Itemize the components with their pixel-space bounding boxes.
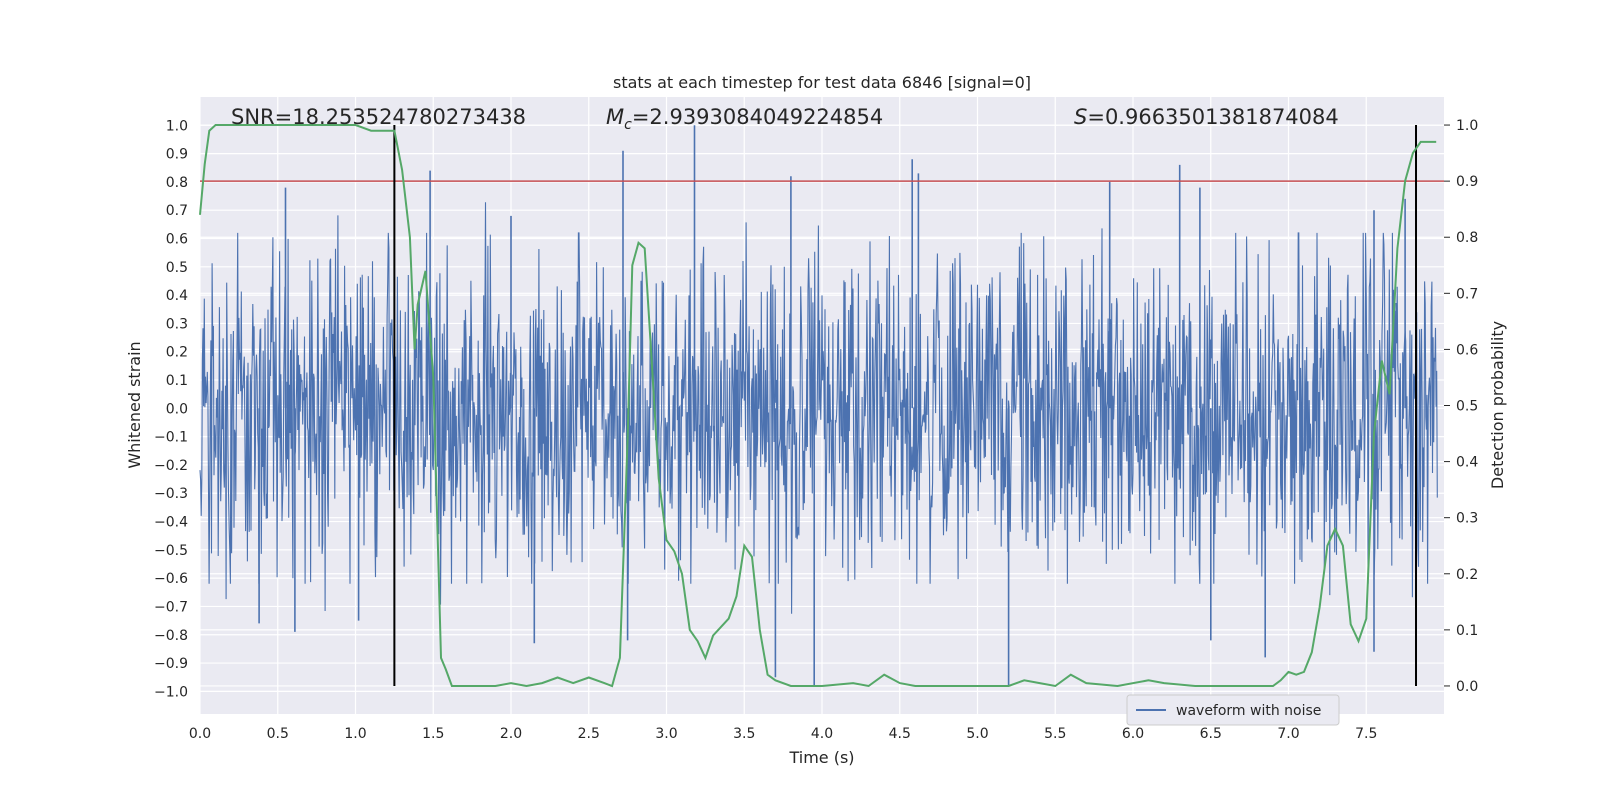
x-tick-label: 1.5 [422, 726, 444, 742]
x-tick-label: 3.5 [733, 726, 755, 742]
y-left-tick-label: −0.5 [154, 543, 188, 559]
detection-probability-line [199, 124, 1437, 688]
waveform-series [199, 125, 1438, 686]
waveform-spikes [258, 125, 1417, 686]
chart-title: stats at each timestep for test data 684… [613, 73, 1031, 92]
x-axis-label: Time (s) [788, 748, 854, 767]
y-left-tick-label: 0.2 [166, 345, 188, 361]
y-left-tick-label: 0.8 [166, 175, 188, 191]
y-left-tick-labels: 1.0 0.9 0.8 0.7 0.6 0.5 0.4 0.3 0.2 0.1 0.0 −0.1 −0.… [154, 118, 188, 700]
mc-symbol: M [606, 105, 624, 129]
x-tick-labels: 0.0 0.5 1.0 1.5 2.0 2.5 3.0 3.5 4.0 4.5 5.0 5.5 6.0 6… [189, 726, 1378, 742]
x-tick-label: 0.5 [267, 726, 289, 742]
waveform-path [199, 202, 1438, 614]
x-tick-label: 7.5 [1355, 726, 1377, 742]
y-left-tick-label: −1.0 [154, 684, 188, 700]
y-right-tick-label: 0.5 [1456, 399, 1478, 415]
y-left-tick-label: −0.2 [154, 458, 188, 474]
y-left-tick-label: −0.3 [154, 486, 188, 502]
y-right-tick-label: 0.0 [1456, 679, 1478, 695]
y-left-tick-label: −0.7 [154, 599, 188, 615]
y-right-axis-label: Detection probability [1488, 321, 1507, 489]
y-right-tick-label: 0.4 [1456, 455, 1478, 471]
y-left-tick-label: 1.0 [166, 118, 188, 134]
y-right-tick-label: 0.9 [1456, 174, 1478, 190]
y-right-tick-label: 0.1 [1456, 623, 1478, 639]
y-left-axis-label: Whitened strain [125, 341, 144, 468]
s-annotation: S=0.9663501381874084 [1074, 105, 1339, 129]
s-symbol: S [1074, 105, 1087, 129]
y-left-tick-label: 0.6 [166, 232, 188, 248]
mc-subscript: c [624, 117, 632, 133]
y-right-tick-labels: 1.0 0.9 0.8 0.7 0.6 0.5 0.4 0.3 0.2 0.1 0.0 [1444, 118, 1478, 695]
y-left-tick-label: 0.9 [166, 147, 188, 163]
y-right-tick-label: 0.7 [1456, 286, 1478, 302]
y-left-tick-label: 0.7 [166, 203, 188, 219]
x-tick-label: 4.5 [889, 726, 911, 742]
y-left-tick-label: −0.6 [154, 571, 188, 587]
x-tick-label: 0.0 [189, 726, 211, 742]
x-tick-label: 7.0 [1277, 726, 1299, 742]
mc-value: =2.9393084049224854 [632, 105, 883, 129]
x-tick-label: 1.0 [344, 726, 366, 742]
y-left-tick-label: −0.1 [154, 430, 188, 446]
legend-label: waveform with noise [1176, 703, 1321, 719]
legend-box [1126, 694, 1340, 726]
y-left-tick-label: 0.3 [166, 316, 188, 332]
vertical-markers [393, 125, 1418, 686]
x-tick-label: 2.5 [578, 726, 600, 742]
y-right-tick-label: 0.3 [1456, 511, 1478, 527]
snr-annotation: SNR=18.253524780273438 [231, 105, 526, 129]
x-tick-label: 5.0 [966, 726, 988, 742]
legend: waveform with noise [1126, 694, 1340, 726]
x-tick-label: 2.0 [500, 726, 522, 742]
y-left-tick-label: 0.4 [166, 288, 188, 304]
y-left-tick-label: −0.8 [154, 628, 188, 644]
y-left-tick-label: −0.9 [154, 656, 188, 672]
y-right-tick-label: 0.8 [1456, 230, 1478, 246]
x-tick-label: 6.0 [1122, 726, 1144, 742]
x-tick-label: 3.0 [655, 726, 677, 742]
y-left-tick-label: 0.1 [166, 373, 188, 389]
x-tick-label: 4.0 [811, 726, 833, 742]
x-tick-label: 6.5 [1200, 726, 1222, 742]
y-right-tick-label: 0.2 [1456, 567, 1478, 583]
mc-annotation: Mc=2.9393084049224854 [606, 105, 883, 133]
y-left-tick-label: 0.5 [166, 260, 188, 276]
s-value: =0.9663501381874084 [1087, 105, 1338, 129]
y-right-tick-label: 0.6 [1456, 342, 1478, 358]
x-tick-label: 5.5 [1044, 726, 1066, 742]
y-left-tick-label: −0.4 [154, 515, 188, 531]
y-left-tick-label: 0.0 [166, 401, 188, 417]
y-right-tick-label: 1.0 [1456, 118, 1478, 134]
